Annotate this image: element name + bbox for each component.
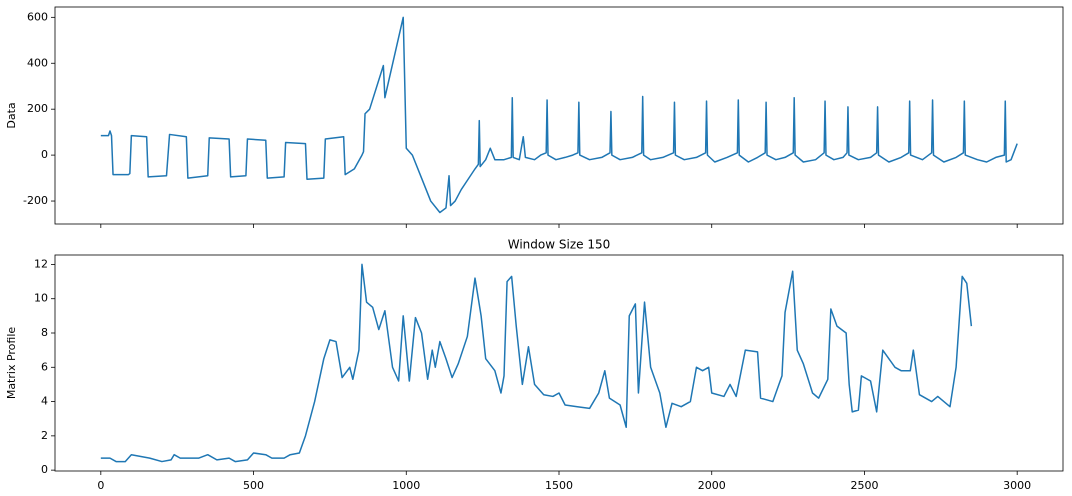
x-tick-label: 500 (243, 479, 264, 492)
y-tick-label: 10 (34, 292, 48, 305)
chart-title: Window Size 150 (508, 238, 610, 252)
x-tick-label: 1500 (545, 479, 573, 492)
y-tick-label: -200 (23, 194, 48, 207)
y-tick-label: 200 (27, 102, 48, 115)
y-axis-label: Matrix Profile (5, 327, 18, 400)
y-tick-label: 8 (41, 326, 48, 339)
x-tick-label: 2000 (698, 479, 726, 492)
data-line (100, 16, 1018, 214)
x-tick-label: 2500 (850, 479, 878, 492)
y-tick-label: 2 (41, 429, 48, 442)
y-tick-label: 400 (27, 56, 48, 69)
x-tick-label: 1000 (392, 479, 420, 492)
y-tick-label: 4 (41, 395, 48, 408)
axes-frame (54, 6, 1064, 225)
y-tick-label: 6 (41, 360, 48, 373)
y-tick-label: 0 (41, 148, 48, 161)
x-tick-label: 0 (97, 479, 104, 492)
x-tick-label: 3000 (1003, 479, 1031, 492)
y-axis-label: Data (5, 102, 18, 128)
y-tick-label: 0 (41, 463, 48, 476)
data-line (100, 263, 973, 463)
y-tick-label: 600 (27, 10, 48, 23)
y-tick-label: 12 (34, 257, 48, 270)
